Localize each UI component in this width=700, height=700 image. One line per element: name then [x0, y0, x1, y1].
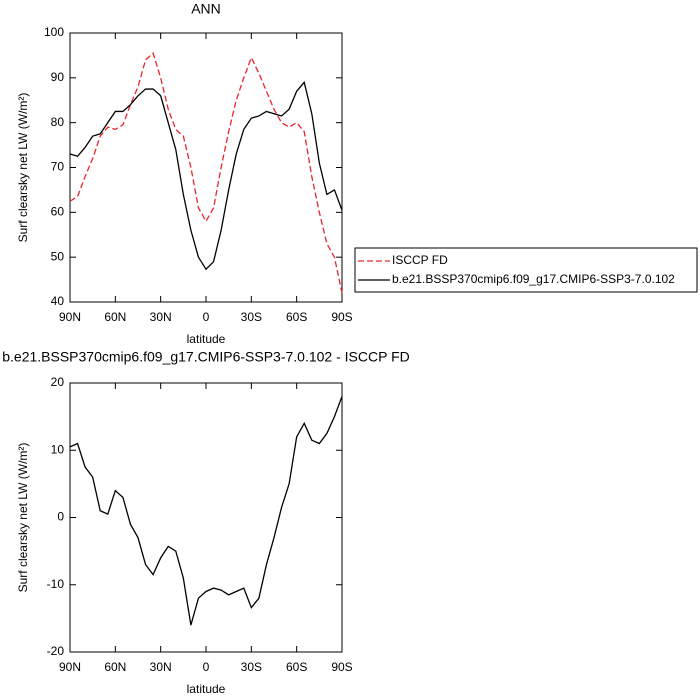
x-tick-label: 90N: [59, 660, 81, 674]
x-axis-label: latitude: [187, 682, 226, 696]
x-tick-label: 90N: [59, 310, 81, 324]
y-tick-label: 70: [51, 160, 65, 174]
data-line: [69, 80, 343, 271]
data-line: [69, 396, 343, 626]
y-tick-label: 40: [51, 294, 65, 308]
y-axis-label: Surf clearsky net LW (W/m²): [16, 443, 30, 593]
y-tick-label: 0: [57, 510, 64, 524]
legend-box: [354, 247, 698, 293]
x-tick-label: 60S: [286, 660, 307, 674]
y-tick-label: 60: [51, 205, 65, 219]
y-tick-label: -20: [47, 644, 65, 658]
y-axis-label: Surf clearsky net LW (W/m²): [16, 93, 30, 243]
y-tick-label: 80: [51, 115, 65, 129]
y-tick-label: 20: [51, 375, 65, 389]
chart-title: ANN: [191, 1, 221, 17]
chart-title: b.e21.BSSP370cmip6.f09_g17.CMIP6-SSP3-7.…: [2, 349, 410, 365]
plot-frame: [69, 32, 343, 303]
x-tick-label: 30N: [150, 310, 172, 324]
x-tick-label: 90S: [331, 310, 352, 324]
x-tick-label: 30N: [150, 660, 172, 674]
x-tick-label: 0: [203, 660, 210, 674]
x-tick-label: 60N: [104, 660, 126, 674]
y-tick-label: 50: [51, 249, 65, 263]
x-tick-label: 60N: [104, 310, 126, 324]
legend-label: ISCCP FD: [392, 253, 448, 267]
y-tick-label: 10: [51, 442, 65, 456]
x-tick-label: 90S: [331, 660, 352, 674]
y-tick-label: 100: [44, 25, 64, 39]
x-tick-label: 0: [203, 310, 210, 324]
x-tick-label: 30S: [241, 660, 262, 674]
x-axis-label: latitude: [187, 332, 226, 346]
x-tick-label: 60S: [286, 310, 307, 324]
plot-frame: [69, 382, 343, 653]
data-line: [69, 52, 343, 294]
x-tick-label: 30S: [241, 310, 262, 324]
y-tick-label: -10: [47, 577, 65, 591]
legend-label: b.e21.BSSP370cmip6.f09_g17.CMIP6-SSP3-7.…: [392, 272, 675, 286]
y-tick-label: 90: [51, 70, 65, 84]
